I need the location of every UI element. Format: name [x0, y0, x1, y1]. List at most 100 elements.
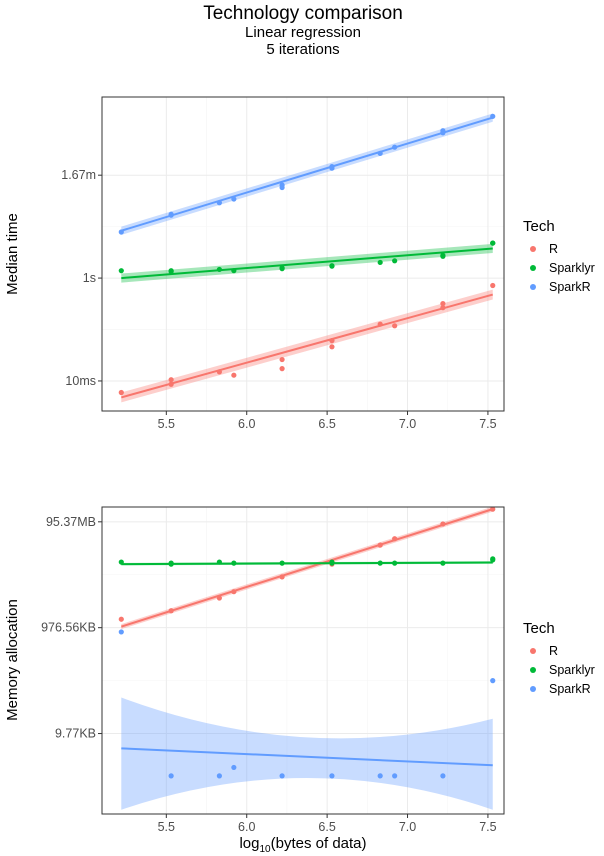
sparkr-data-point	[231, 196, 237, 202]
x-tick-label: 7.0	[399, 820, 416, 834]
chart-title: Technology comparison	[203, 3, 403, 24]
sparkr-data-point	[279, 773, 285, 779]
r-data-point	[168, 377, 174, 383]
r-data-point	[440, 305, 446, 311]
sparklyr-data-point	[231, 560, 237, 566]
sparklyr-data-point	[279, 266, 285, 272]
sparkr-data-point	[168, 211, 174, 217]
r-data-point	[490, 506, 496, 512]
sparkr-data-point	[216, 200, 222, 206]
sparkr-data-point	[329, 773, 335, 779]
legend-sparkr-label: SparkR	[549, 682, 591, 696]
sparklyr-data-point	[168, 560, 174, 566]
y-tick-label: 976.56KB	[41, 621, 96, 635]
sparkr-data-point	[392, 773, 398, 779]
sparkr-fit-line	[121, 116, 494, 232]
x-tick-label: 7.5	[479, 820, 496, 834]
r-data-point	[440, 300, 446, 307]
sparklyr-data-point	[216, 559, 222, 565]
y-tick-label: 1.67m	[61, 168, 96, 182]
r-data-point	[118, 389, 124, 396]
sparkr-data-point	[329, 165, 335, 171]
legend-sparklyr-dot	[530, 265, 536, 271]
r-fit-line	[121, 293, 494, 399]
memory-allocation-panel: 5.5 6.0 6.5 7.0 7.5 9.77KB 976.56KB 95.37MB Mem…	[4, 506, 505, 834]
sparklyr-data-point	[118, 559, 124, 565]
sparkr-data-point	[231, 764, 237, 771]
x-axis-title-log: log	[239, 835, 259, 852]
x-tick-label: 7.5	[479, 417, 496, 431]
sparklyr-data-point	[168, 268, 174, 274]
y-tick-label: 95.37MB	[46, 515, 96, 529]
chart-subtitle-line2: 5 iterations	[266, 41, 339, 58]
r-data-point	[392, 536, 398, 542]
y-tick-label: 9.77KB	[55, 727, 96, 741]
legend-sparkr-label: SparkR	[549, 280, 591, 294]
memory-allocation-y-axis-title: Memory allocation	[4, 599, 21, 721]
r-data-point	[216, 369, 222, 375]
legend-sparkr-dot	[530, 284, 536, 290]
memory-allocation-panel-border	[101, 506, 505, 815]
sparkr-data-point	[490, 678, 496, 684]
sparkr-data-point	[216, 773, 222, 779]
sparklyr-data-point	[118, 268, 124, 274]
sparkr-fit-line	[121, 747, 493, 767]
r-data-point	[168, 608, 174, 614]
sparkr-data-point	[118, 229, 124, 235]
sparkr-data-point	[118, 629, 124, 635]
sparklyr-data-point	[490, 240, 496, 246]
legend-title: Tech	[523, 620, 555, 637]
x-tick-label: 5.5	[158, 417, 175, 431]
legend-r-dot	[530, 648, 536, 654]
x-tick-label: 6.0	[238, 417, 255, 431]
sparklyr-data-point	[216, 266, 222, 273]
sparklyr-data-point	[377, 259, 383, 266]
y-tick-label: 10ms	[65, 374, 96, 388]
sparkr-data-point	[279, 184, 285, 191]
sparklyr-fit-line	[121, 247, 493, 280]
x-tick-label: 6.5	[318, 820, 335, 834]
sparklyr-data-point	[490, 556, 496, 562]
r-data-point	[168, 381, 174, 387]
median-time-y-axis-title: Median time	[4, 213, 21, 295]
sparklyr-data-point	[392, 560, 398, 566]
x-axis-title-rest: (bytes of data)	[271, 835, 367, 852]
sparkr-data-point	[490, 113, 496, 119]
r-data-point	[231, 372, 237, 378]
sparkr-data-point	[440, 128, 446, 134]
median-time-panel: 5.5 6.0 6.5 7.0 7.5 10ms 1s 1.67m Median time	[4, 96, 505, 431]
legend-sparklyr-dot	[530, 667, 536, 673]
r-data-point	[329, 344, 335, 350]
sparkr-data-point	[377, 773, 383, 779]
x-tick-label: 6.0	[238, 820, 255, 834]
legend-sparklyr-label: Sparklyr	[549, 663, 595, 677]
r-data-point	[216, 595, 222, 601]
legend-memory-allocation: Tech R Sparklyr SparkR	[523, 620, 595, 696]
x-axis-title-subscript: 10	[260, 844, 272, 855]
r-data-point	[392, 323, 398, 329]
r-data-point	[231, 589, 237, 595]
r-data-point	[279, 356, 285, 363]
legend-r-label: R	[549, 242, 558, 256]
r-data-point	[440, 521, 446, 527]
legend-r-label: R	[549, 644, 558, 658]
r-data-point	[490, 282, 496, 289]
legend-sparklyr-label: Sparklyr	[549, 261, 595, 275]
sparklyr-data-point	[440, 560, 446, 566]
sparkr-data-point	[440, 773, 446, 779]
r-fit-line	[120, 508, 494, 628]
sparklyr-data-point	[329, 263, 335, 269]
legend-title: Tech	[523, 218, 555, 235]
x-tick-label: 5.5	[158, 820, 175, 834]
legend-sparkr-dot	[530, 686, 536, 692]
r-data-point	[118, 616, 124, 622]
x-axis-title: log10(bytes of data)	[239, 835, 366, 855]
y-tick-label: 1s	[83, 271, 96, 285]
sparklyr-fit-line	[121, 561, 493, 566]
sparklyr-data-point	[279, 560, 285, 566]
r-data-point	[279, 574, 285, 580]
sparklyr-data-point	[377, 560, 383, 566]
sparkr-confidence-band	[121, 697, 493, 810]
sparklyr-data-point	[231, 268, 237, 274]
